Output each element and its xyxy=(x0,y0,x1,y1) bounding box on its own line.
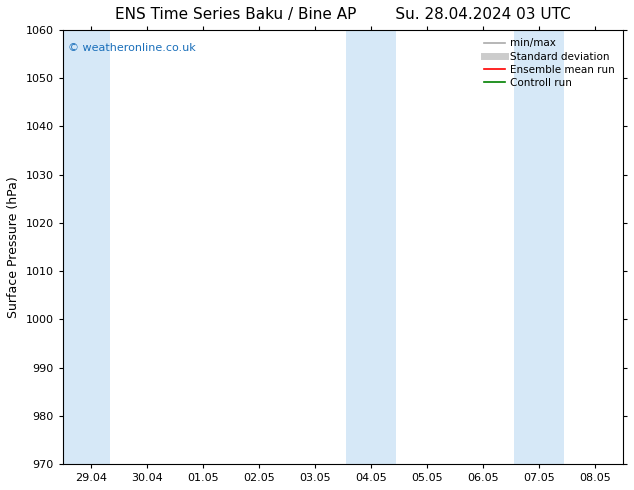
Bar xyxy=(346,30,396,464)
Y-axis label: Surface Pressure (hPa): Surface Pressure (hPa) xyxy=(7,176,20,318)
Text: © weatheronline.co.uk: © weatheronline.co.uk xyxy=(68,43,196,53)
Legend: min/max, Standard deviation, Ensemble mean run, Controll run: min/max, Standard deviation, Ensemble me… xyxy=(481,35,618,91)
Bar xyxy=(514,30,564,464)
Bar xyxy=(63,30,110,464)
Title: ENS Time Series Baku / Bine AP        Su. 28.04.2024 03 UTC: ENS Time Series Baku / Bine AP Su. 28.04… xyxy=(115,7,571,22)
